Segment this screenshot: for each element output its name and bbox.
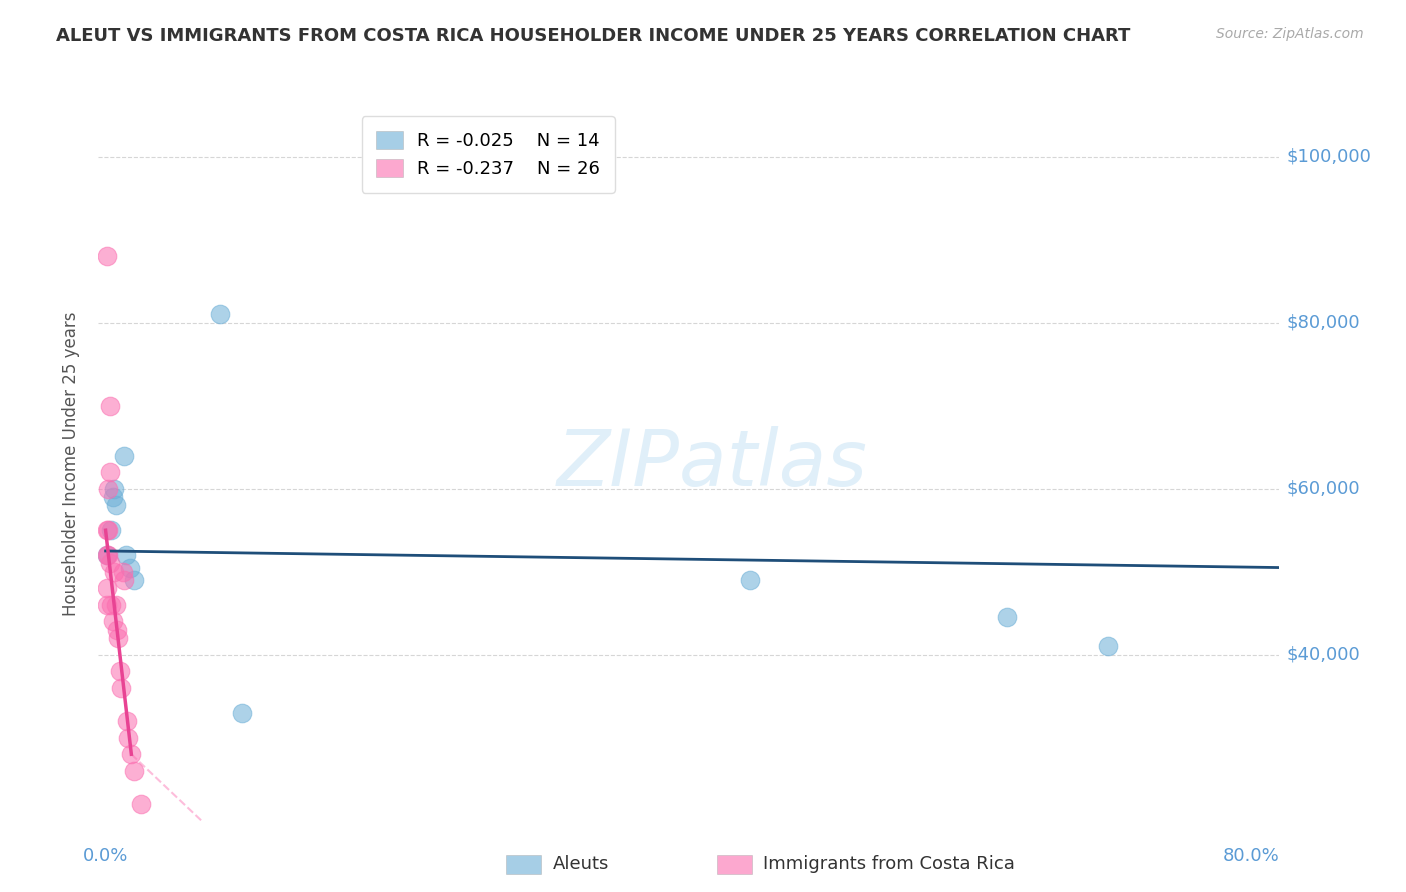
Point: [103, 565, 125, 579]
Point: [120, 747, 142, 762]
Text: Aleuts: Aleuts: [553, 855, 609, 873]
Text: ALEUT VS IMMIGRANTS FROM COSTA RICA HOUSEHOLDER INCOME UNDER 25 YEARS CORRELATIO: ALEUT VS IMMIGRANTS FROM COSTA RICA HOUS…: [56, 27, 1130, 45]
Point: [98, 399, 121, 413]
Text: Immigrants from Costa Rica: Immigrants from Costa Rica: [763, 855, 1015, 873]
Point: [110, 681, 132, 695]
Point: [97, 548, 120, 562]
Point: [112, 449, 135, 463]
Point: [1097, 640, 1119, 654]
Point: [997, 610, 1019, 624]
Point: [103, 482, 125, 496]
Point: [96, 548, 118, 562]
Text: $80,000: $80,000: [1286, 314, 1360, 332]
Text: $100,000: $100,000: [1286, 148, 1371, 166]
Point: [97, 523, 120, 537]
Text: Source: ZipAtlas.com: Source: ZipAtlas.com: [1216, 27, 1364, 41]
Point: [105, 623, 128, 637]
Point: [115, 714, 138, 728]
Point: [131, 797, 153, 811]
Point: [114, 548, 136, 562]
Point: [108, 665, 131, 679]
Point: [107, 631, 129, 645]
Point: [112, 573, 135, 587]
Text: 0.0%: 0.0%: [83, 847, 128, 865]
Text: ZIPatlas: ZIPatlas: [557, 425, 868, 502]
Point: [231, 706, 253, 720]
Point: [738, 573, 761, 587]
Point: [96, 598, 118, 612]
Point: [96, 548, 118, 562]
Point: [118, 560, 141, 574]
Point: [104, 598, 127, 612]
Point: [101, 490, 124, 504]
Point: [96, 523, 118, 537]
Point: [96, 582, 118, 596]
Point: [100, 598, 122, 612]
Point: [101, 615, 124, 629]
Point: [122, 573, 145, 587]
Text: 80.0%: 80.0%: [1222, 847, 1279, 865]
Point: [97, 482, 120, 496]
Point: [98, 465, 121, 479]
Y-axis label: Householder Income Under 25 years: Householder Income Under 25 years: [62, 311, 80, 616]
Point: [111, 565, 134, 579]
Text: $40,000: $40,000: [1286, 646, 1360, 664]
Point: [122, 764, 145, 778]
Point: [104, 499, 127, 513]
Text: $60,000: $60,000: [1286, 480, 1360, 498]
Point: [96, 249, 118, 263]
Point: [100, 523, 122, 537]
Legend: R = -0.025    N = 14, R = -0.237    N = 26: R = -0.025 N = 14, R = -0.237 N = 26: [361, 116, 614, 193]
Point: [209, 308, 232, 322]
Point: [117, 731, 139, 745]
Point: [98, 557, 121, 571]
